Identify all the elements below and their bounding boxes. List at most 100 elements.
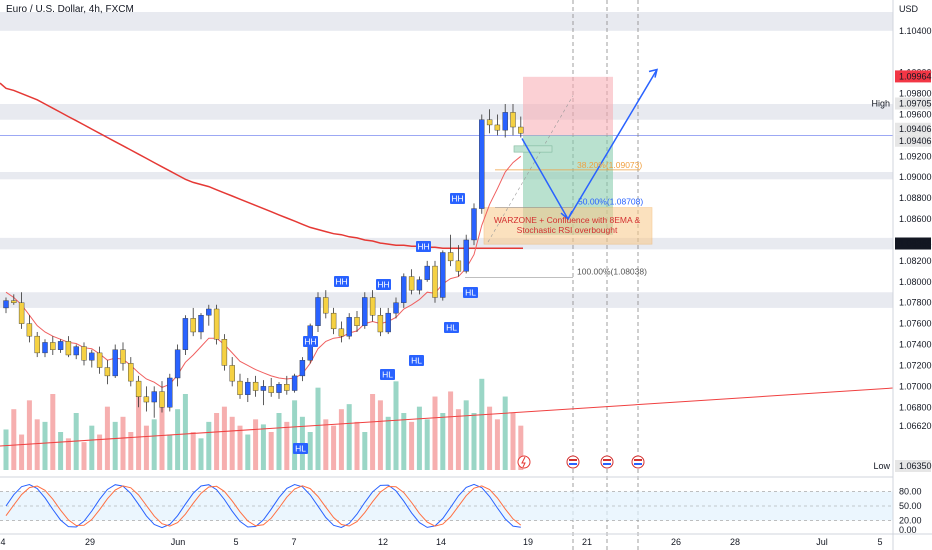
candle-body	[120, 349, 126, 364]
candle-body	[494, 124, 501, 131]
candle-body	[393, 302, 399, 314]
price-tick-label: 1.08000	[899, 277, 932, 287]
candle-body	[408, 276, 415, 291]
candle-body	[432, 265, 438, 298]
zone-band	[0, 171, 893, 180]
time-tick-label: 12	[378, 537, 388, 547]
hl-label-bg	[380, 369, 395, 380]
volume-bar	[292, 400, 298, 470]
volume-bar	[416, 406, 422, 470]
candle-body	[315, 297, 321, 326]
time-tick-label: 29	[85, 537, 95, 547]
time-tick-label: 5	[233, 537, 238, 547]
volume-bar	[175, 409, 181, 470]
candle-body	[518, 126, 524, 134]
stoch-tick-label: 50.00	[899, 501, 922, 511]
price-tag-bg	[895, 97, 931, 110]
volume-bar	[50, 394, 56, 470]
volume-bar	[518, 425, 524, 470]
zone-band	[0, 12, 893, 31]
candle-body	[143, 396, 150, 403]
price-tick-label: 1.09200	[899, 151, 932, 161]
volume-bar	[338, 409, 344, 470]
candle-body	[198, 315, 204, 333]
volume-bar	[112, 421, 118, 470]
candle-body	[424, 265, 430, 280]
price-tick-label: 1.10400	[899, 26, 932, 36]
volume-bar	[284, 421, 290, 470]
volume-bar	[26, 400, 32, 470]
stop-zone	[523, 76, 613, 136]
flag-stripe	[603, 463, 611, 465]
zone-band	[0, 237, 893, 250]
hh-label-bg	[376, 279, 391, 290]
volume-bar	[65, 438, 71, 470]
fib-50-label: 50.00%(1.08708)	[578, 197, 643, 207]
zone-band	[0, 292, 893, 308]
stoch-tick-label: 0.00	[899, 525, 917, 535]
hl-label-bg	[463, 287, 478, 298]
candle-body	[323, 297, 329, 314]
price-tick-label: 1.07800	[899, 298, 932, 308]
stoch-d-line	[5, 485, 522, 527]
trade-box	[465, 76, 653, 278]
time-tick-label: 26	[671, 537, 681, 547]
warzone-text: Stochastic RSI overbought	[517, 225, 618, 235]
volume-bar	[237, 425, 243, 470]
price-tag-label: Low	[873, 461, 890, 471]
candle-body	[190, 318, 196, 333]
volume-bar	[143, 425, 149, 470]
candle-body	[104, 367, 111, 377]
price-tick-label: 1.09800	[899, 89, 932, 99]
time-tick-label: 21	[582, 537, 592, 547]
candle-body	[385, 312, 391, 333]
fib-trend-line	[487, 95, 574, 243]
candlesticks[interactable]	[3, 104, 524, 418]
volume-bar	[432, 396, 438, 470]
volume-bar	[455, 409, 461, 470]
volume-bar	[136, 387, 142, 470]
candle-body	[65, 341, 72, 356]
volume-bar	[362, 432, 368, 470]
candle-body	[42, 342, 48, 354]
volume-bar	[323, 419, 329, 470]
volume-bar	[510, 413, 516, 470]
volume-bar	[151, 419, 157, 470]
volume-bar	[424, 419, 430, 470]
candle-body	[34, 335, 40, 354]
projection-arrowhead	[648, 68, 659, 78]
volume-bar	[377, 400, 383, 470]
volume-bar	[253, 419, 259, 470]
price-tick-label: 1.07000	[899, 381, 932, 391]
warzone-text: WARZONE + Confluence with 8EMA &	[494, 215, 641, 225]
hh-label-bg	[450, 193, 465, 204]
hl-label: HL	[295, 444, 306, 454]
annotations: HH HH HH HH HH HL HL HL HL HL WARZONE + Confluence…	[293, 68, 659, 469]
time-tick-label: Jun	[171, 537, 186, 547]
fib-382-label: 38.20%(1.09073)	[577, 160, 642, 170]
price-tag-value: 1.08366	[899, 239, 932, 249]
candle-body	[252, 381, 259, 391]
volume-bar	[89, 425, 95, 470]
hh-label: HH	[335, 277, 347, 287]
candle-body	[245, 381, 251, 395]
volume-bar	[385, 416, 391, 470]
flag-stripe	[569, 459, 577, 461]
hl-label: HL	[411, 356, 422, 366]
candle-body	[362, 297, 368, 326]
price-tag-bg	[895, 134, 931, 147]
fib-100-label: 100.00%(1.08038)	[577, 267, 647, 277]
hh-label-bg	[303, 336, 318, 347]
candle-body	[128, 363, 134, 382]
candle-body	[260, 386, 267, 391]
flag-stripe	[634, 459, 642, 461]
price-tick-label: 1.08800	[899, 193, 932, 203]
stoch-tick-label: 80.00	[899, 487, 922, 497]
stoch-tick-label: 20.00	[899, 515, 922, 525]
volume-bar	[120, 416, 126, 470]
candle-body	[455, 260, 462, 272]
candle-body	[159, 391, 165, 408]
price-tick-label: 1.06800	[899, 402, 932, 412]
